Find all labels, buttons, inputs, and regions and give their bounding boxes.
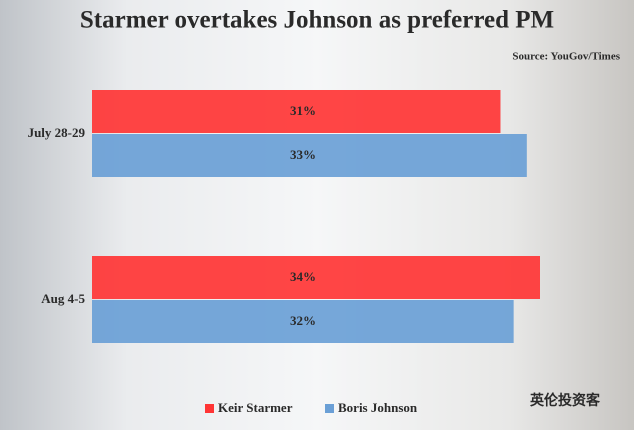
value-label: 32% xyxy=(290,313,316,328)
bar xyxy=(92,90,501,133)
legend-label: Boris Johnson xyxy=(338,400,418,415)
category-label: Aug 4-5 xyxy=(41,291,85,306)
legend-swatch xyxy=(205,404,214,413)
chart-title: Starmer overtakes Johnson as preferred P… xyxy=(80,7,554,34)
value-label: 33% xyxy=(290,147,316,162)
value-label: 34% xyxy=(290,269,316,284)
bar xyxy=(92,300,514,343)
bar xyxy=(92,134,527,177)
watermark: 英伦投资客 xyxy=(529,392,601,409)
bar xyxy=(92,256,540,299)
value-label: 31% xyxy=(290,103,316,118)
legend-swatch xyxy=(325,404,334,413)
source: Source: YouGov/Times xyxy=(512,51,620,63)
category-label: July 28-29 xyxy=(28,125,86,140)
legend-label: Keir Starmer xyxy=(218,400,293,415)
